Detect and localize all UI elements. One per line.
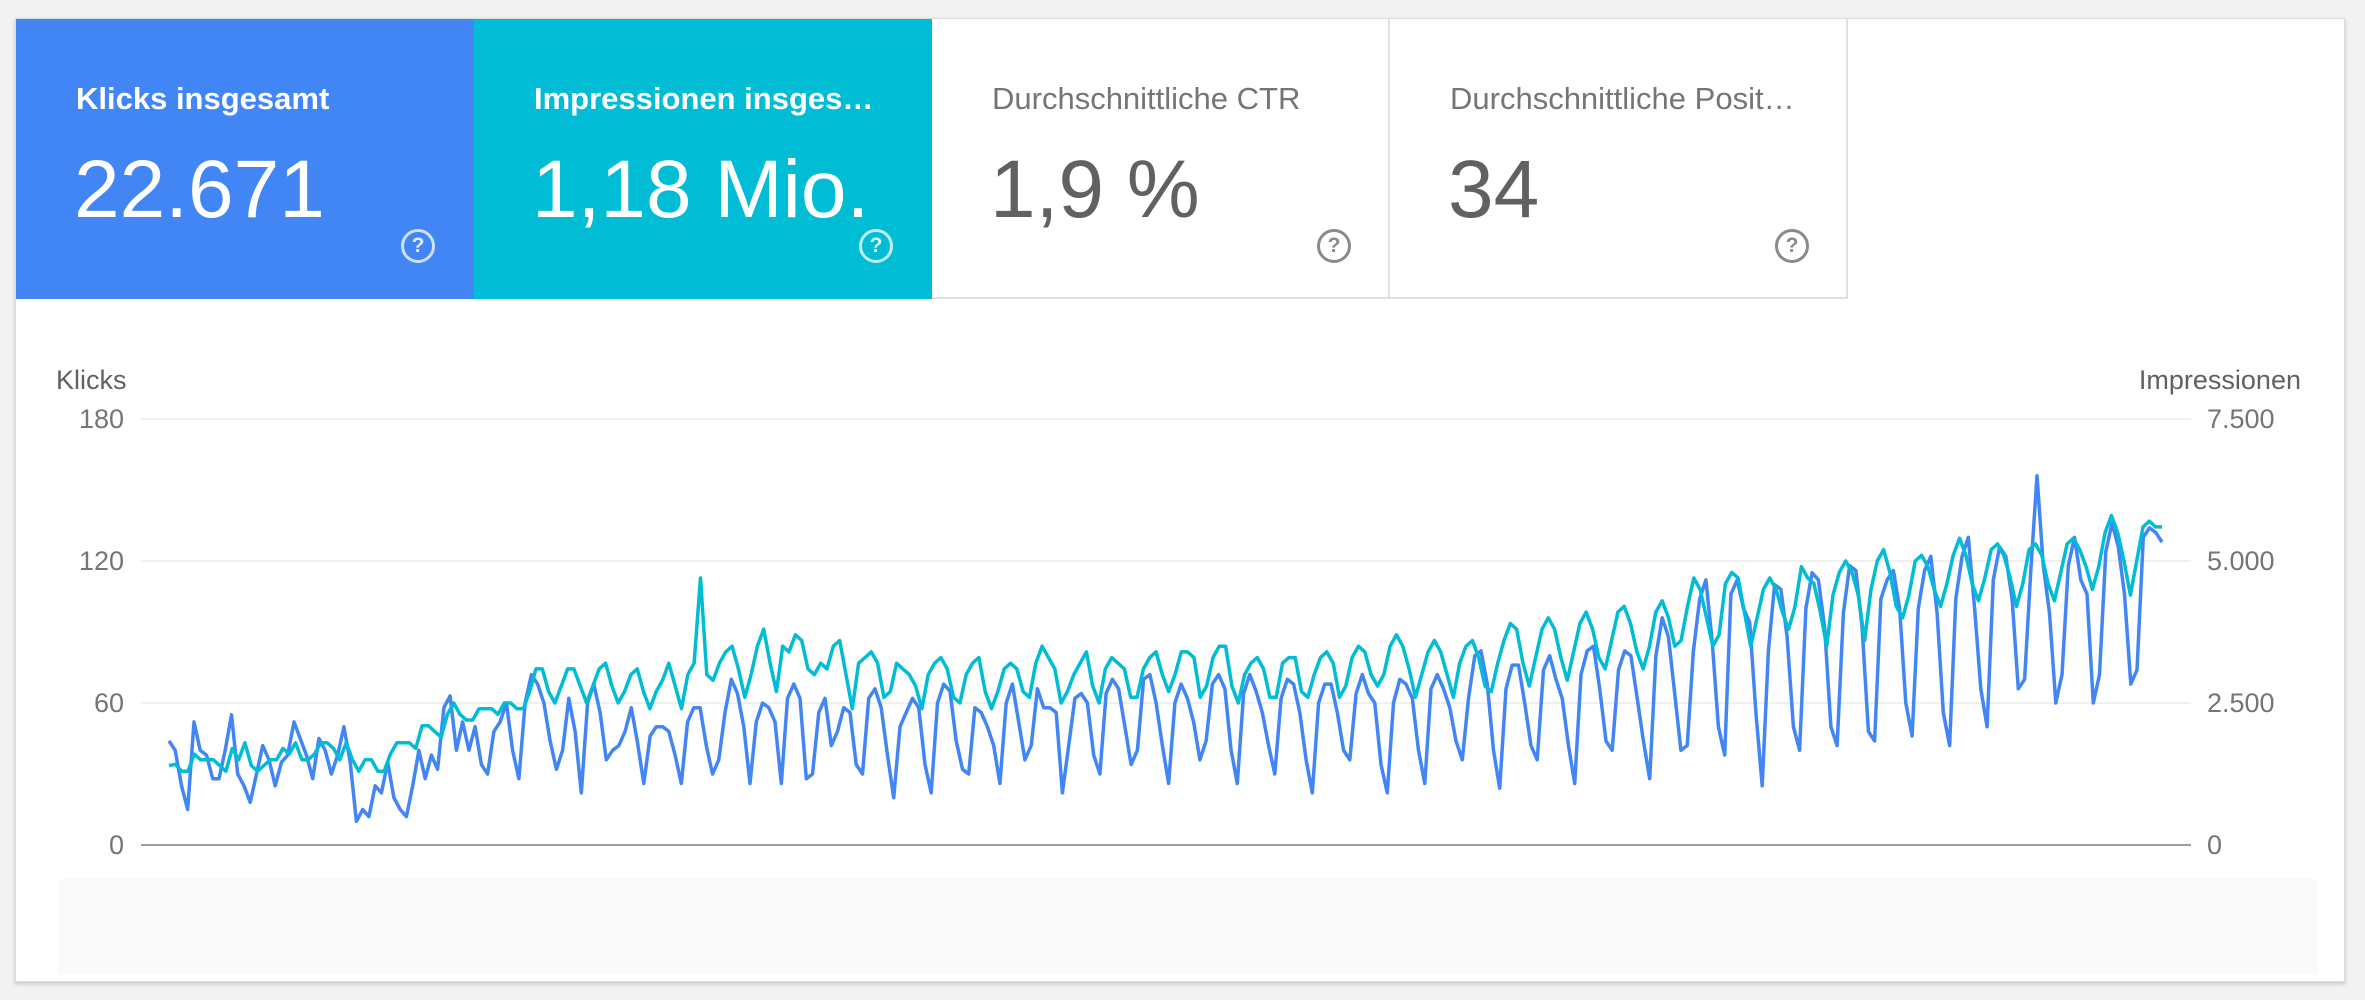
- performance-chart: 180 120 60 0 7.500 5.000 2.500 0 Klicks Impressio…: [56, 365, 2301, 860]
- help-circle-icon[interactable]: ?: [1317, 229, 1351, 263]
- metric-tiles: Klicks insgesamt 22.671? Impressionen insg…: [16, 19, 1848, 299]
- left-axis-title: Klicks: [56, 365, 127, 395]
- metric-value: 1,9 %: [990, 144, 1200, 235]
- left-tick-label: 0: [109, 830, 124, 860]
- impressions-series-line: [168, 513, 2162, 773]
- metric-value: 22.671: [74, 144, 325, 235]
- right-tick-label: 0: [2207, 830, 2222, 860]
- tile-position[interactable]: Durchschnittliche Position 34?: [1390, 19, 1848, 299]
- right-tick-label: 2.500: [2207, 688, 2275, 718]
- left-tick-label: 120: [79, 546, 124, 576]
- help-circle-icon[interactable]: ?: [1775, 229, 1809, 263]
- tile-clicks[interactable]: Klicks insgesamt 22.671?: [16, 19, 474, 299]
- right-axis-title: Impressionen: [2139, 365, 2301, 395]
- metric-value: 34: [1448, 144, 1540, 235]
- left-tick-label: 60: [94, 688, 124, 718]
- tile-impressions[interactable]: Impressionen insgesamt 1,18 Mio.?: [474, 19, 932, 299]
- left-tick-label: 180: [79, 404, 124, 434]
- tile-ctr[interactable]: Durchschnittliche CTR 1,9 %?: [932, 19, 1390, 299]
- clicks-series-line: [167, 474, 2164, 824]
- help-circle-icon[interactable]: ?: [401, 229, 435, 263]
- right-tick-label: 5.000: [2207, 546, 2275, 576]
- metric-value: 1,18 Mio.: [532, 144, 870, 235]
- performance-card: Klicks insgesamt 22.671? Impressionen insg…: [15, 18, 2345, 982]
- chart-bottom-band: [59, 879, 2317, 974]
- help-circle-icon[interactable]: ?: [859, 229, 893, 263]
- right-tick-label: 7.500: [2207, 404, 2275, 434]
